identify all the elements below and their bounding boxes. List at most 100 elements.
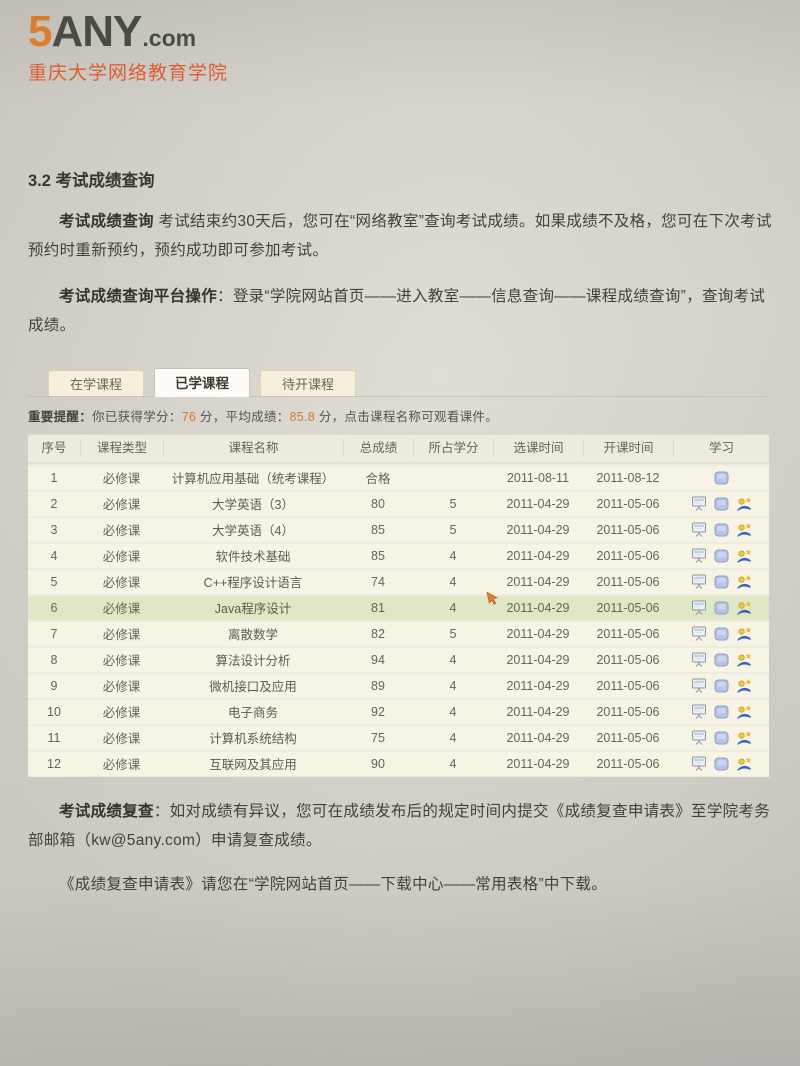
disk-icon[interactable]	[714, 653, 729, 667]
course-name-link[interactable]: 软件技术基础	[215, 550, 291, 565]
disk-icon[interactable]	[714, 705, 729, 719]
credit-value: 4	[449, 730, 457, 745]
course-name-link[interactable]: 互联网及其应用	[209, 758, 297, 773]
credits-earned-value: 76	[181, 409, 197, 424]
total-score: 85	[371, 548, 385, 563]
course-name-link[interactable]: 计算机应用基础（统考课程）	[171, 472, 335, 487]
disk-icon[interactable]	[714, 471, 729, 485]
course-start-date: 2011-05-06	[596, 652, 660, 667]
credit-value: 4	[449, 574, 457, 589]
paragraph-platform-steps-text: ：登录“学院网站首页——进入教室——信息查询——课程成绩查询”，查询考试成绩。	[28, 287, 766, 335]
table-row: 11 必修课 计算机系统结构 75 4 2011-04-29 2011-05-06	[28, 725, 769, 750]
notice-part3: 分，点击课程名称可观看课件。	[315, 409, 499, 424]
course-name-link[interactable]: Java程序设计	[214, 602, 292, 617]
courseware-icon[interactable]	[736, 574, 752, 590]
screen-icon[interactable]	[691, 704, 707, 720]
course-name-link[interactable]: 大学英语（4）	[212, 524, 294, 539]
total-score: 74	[371, 574, 385, 589]
tab-upcoming-courses[interactable]: 待开课程	[260, 369, 356, 396]
institution-name: 重庆大学网络教育学院	[28, 63, 229, 84]
course-name-link[interactable]: 大学英语（3）	[212, 498, 294, 513]
course-name-link[interactable]: 计算机系统结构	[209, 732, 297, 747]
table-row: 12 必修课 互联网及其应用 90 4 2011-04-29 2011-05-06	[28, 751, 769, 776]
disk-icon[interactable]	[714, 731, 729, 745]
screen-icon[interactable]	[691, 626, 707, 642]
screen-icon[interactable]	[691, 652, 707, 668]
tab-completed-courses[interactable]: 已学课程	[154, 367, 250, 397]
course-name-link[interactable]: C++程序设计语言	[203, 576, 303, 591]
credit-value: 4	[449, 704, 457, 719]
column-header-name: 课程名称	[163, 439, 343, 458]
screen-icon[interactable]	[691, 522, 707, 538]
paragraph-score-review-text: ：如对成绩有异议，您可在成绩发布后的规定时间内提交《成绩复查申请表》至学院考务部…	[28, 802, 771, 850]
course-type: 必修课	[102, 628, 141, 643]
course-type: 必修课	[102, 550, 141, 565]
courseware-icon[interactable]	[736, 678, 752, 694]
courseware-icon[interactable]	[736, 730, 752, 746]
course-start-date: 2011-05-06	[596, 678, 660, 693]
disk-icon[interactable]	[714, 679, 729, 693]
row-number: 5	[50, 574, 58, 589]
courseware-icon[interactable]	[736, 600, 752, 616]
row-number: 4	[50, 548, 58, 563]
course-select-date: 2011-04-29	[506, 548, 570, 563]
total-score: 92	[371, 704, 385, 719]
table-row: 2 必修课 大学英语（3） 80 5 2011-04-29 2011-05-06	[28, 491, 769, 516]
course-type: 必修课	[102, 498, 141, 513]
grades-table: 序号 课程类型 课程名称 总成绩 所占学分 选课时间 开课时间 学习 1 必修课计…	[28, 433, 769, 777]
disk-icon[interactable]	[714, 601, 729, 615]
courseware-icon[interactable]	[736, 496, 752, 512]
screen-icon[interactable]	[691, 730, 707, 746]
table-row: 6 必修课 Java程序设计 81 4 2011-04-29 2011-05-06	[28, 595, 769, 620]
paragraph-score-review: 考试成绩复查：如对成绩有异议，您可在成绩发布后的规定时间内提交《成绩复查申请表》…	[28, 797, 772, 856]
column-header-select-date: 选课时间	[493, 439, 583, 458]
course-start-date: 2011-05-06	[596, 600, 660, 615]
screen-icon[interactable]	[691, 548, 707, 564]
paragraph-score-query: 考试成绩查询 考试结束约30天后，您可在“网络教室”查询考试成绩。如果成绩不及格…	[28, 207, 772, 266]
screen-icon[interactable]	[691, 756, 707, 772]
logo-com: .com	[142, 25, 197, 51]
section-title: 3.2 考试成绩查询	[28, 172, 155, 190]
screen-icon[interactable]	[691, 496, 707, 512]
disk-icon[interactable]	[714, 549, 729, 563]
disk-icon[interactable]	[714, 575, 729, 589]
course-select-date: 2011-04-29	[506, 704, 570, 719]
row-number: 6	[50, 600, 58, 615]
course-type: 必修课	[102, 680, 141, 695]
course-start-date: 2011-05-06	[596, 548, 660, 563]
course-start-date: 2011-05-06	[596, 574, 660, 589]
course-type: 必修课	[102, 472, 141, 487]
screen-icon[interactable]	[691, 574, 707, 590]
total-score: 81	[371, 600, 385, 615]
screen-icon[interactable]	[691, 678, 707, 694]
courseware-icon[interactable]	[736, 756, 752, 772]
disk-icon[interactable]	[714, 523, 729, 537]
course-name-link[interactable]: 微机接口及应用	[209, 680, 297, 695]
credit-value: 5	[449, 522, 457, 537]
course-start-date: 2011-05-06	[596, 626, 660, 641]
courseware-icon[interactable]	[736, 704, 752, 720]
notice-part2: 分，平均成绩：	[196, 409, 290, 424]
courseware-icon[interactable]	[736, 626, 752, 642]
course-name-link[interactable]: 电子商务	[227, 706, 278, 721]
column-header-start-date: 开课时间	[583, 439, 673, 458]
table-row: 4 必修课 软件技术基础 85 4 2011-04-29 2011-05-06	[28, 543, 769, 568]
course-select-date: 2011-04-29	[506, 678, 570, 693]
courseware-icon[interactable]	[736, 652, 752, 668]
paragraph-download-form: 《成绩复查申请表》请您在“学院网站首页——下载中心——常用表格”中下载。	[59, 875, 608, 893]
study-actions	[673, 704, 769, 720]
course-name-link[interactable]: 离散数学	[227, 628, 278, 643]
courseware-icon[interactable]	[736, 522, 752, 538]
logo-5: 5	[28, 7, 53, 56]
disk-icon[interactable]	[714, 627, 729, 641]
credit-value: 4	[449, 678, 457, 693]
study-actions	[673, 678, 769, 694]
tab-current-courses[interactable]: 在学课程	[48, 369, 144, 396]
disk-icon[interactable]	[714, 757, 729, 771]
disk-icon[interactable]	[714, 497, 729, 511]
logo-any: ANY	[51, 7, 142, 56]
paragraph-platform-steps-lead: 考试成绩查询平台操作	[59, 287, 218, 305]
screen-icon[interactable]	[691, 600, 707, 616]
courseware-icon[interactable]	[736, 548, 752, 564]
course-name-link[interactable]: 算法设计分析	[215, 654, 291, 669]
